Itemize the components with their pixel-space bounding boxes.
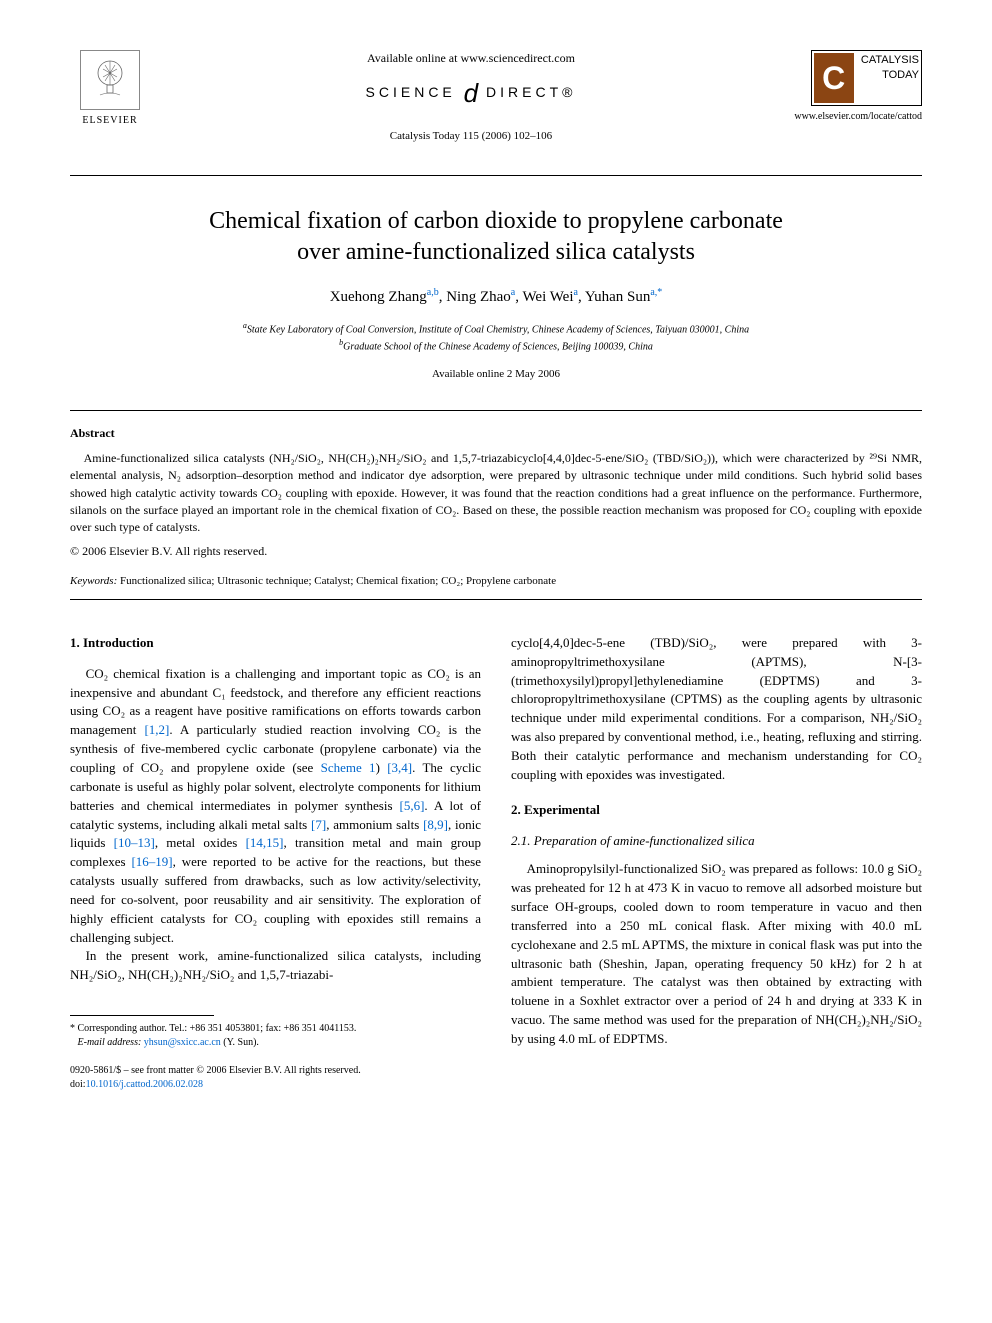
corresponding-author: * Corresponding author. Tel.: +86 351 40… [70,1022,481,1036]
front-matter-line: 0920-5861/$ – see front matter © 2006 El… [70,1064,481,1078]
authors-line: Xuehong Zhanga,b, Ning Zhaoa, Wei Weia, … [70,286,922,308]
author-3: Wei Wei [522,289,573,305]
available-online-text: Available online at www.sciencedirect.co… [170,50,772,67]
abstract-top-rule [70,410,922,411]
intro-para-2-cont: cyclo[4,4,0]dec-5-ene (TBD)/SiO₂, were p… [511,634,922,785]
section-2-1-heading: 2.1. Preparation of amine-functionalized… [511,832,922,851]
journal-reference: Catalysis Today 115 (2006) 102–106 [170,129,772,144]
keywords-text: Functionalized silica; Ultrasonic techni… [117,575,556,587]
email-line: E-mail address: yhsun@sxicc.ac.cn (Y. Su… [70,1036,481,1050]
doi-label: doi: [70,1079,86,1090]
ref-link-14-15[interactable]: [14,15] [246,835,284,850]
author-4-sup: a,* [650,287,662,298]
journal-logo: C CATALYSIS TODAY www.elsevier.com/locat… [792,50,922,124]
header-center: Available online at www.sciencedirect.co… [150,50,792,145]
intro-para-2: In the present work, amine-functionalize… [70,947,481,985]
keywords-rule [70,599,922,600]
footnote-rule [70,1015,214,1016]
ref-link-1-2[interactable]: [1,2] [144,722,169,737]
catalysis-box: C CATALYSIS TODAY [811,50,922,106]
section-2-heading: 2. Experimental [511,801,922,820]
ref-link-7[interactable]: [7] [311,817,326,832]
footnote-block: * Corresponding author. Tel.: +86 351 40… [70,1015,481,1092]
available-date: Available online 2 May 2006 [70,367,922,382]
author-3-sup: a [574,287,578,298]
elsevier-tree-icon [80,50,140,110]
ref-link-5-6[interactable]: [5,6] [399,798,424,813]
body-two-column: 1. Introduction CO₂ chemical fixation is… [70,634,922,1092]
intro-p1-c: ) [376,760,388,775]
journal-url: www.elsevier.com/locate/cattod [792,110,922,124]
abstract-body: Amine-functionalized silica catalysts (N… [70,450,922,537]
copyright-line: © 2006 Elsevier B.V. All rights reserved… [70,543,922,560]
sd-left: SCIENCE [366,84,456,100]
catalysis-line2: TODAY [882,69,919,81]
email-name: (Y. Sun). [221,1037,259,1048]
ref-link-3-4[interactable]: [3,4] [387,760,412,775]
catalysis-line1: CATALYSIS [861,54,919,66]
doi-link[interactable]: 10.1016/j.cattod.2006.02.028 [86,1079,204,1090]
section-1-heading: 1. Introduction [70,634,481,653]
catalysis-c-icon: C [814,53,854,103]
author-2: Ning Zhao [446,289,511,305]
affil-a: State Key Laboratory of Coal Conversion,… [247,324,749,335]
intro-p1-h: , metal oxides [155,835,246,850]
keywords-line: Keywords: Functionalized silica; Ultraso… [70,574,922,589]
article-title: Chemical fixation of carbon dioxide to p… [70,206,922,268]
exp-para-1: Aminopropylsilyl-functionalized SiO₂ was… [511,860,922,1048]
sd-right: DIRECT® [486,84,576,100]
email-label: E-mail address: [78,1037,142,1048]
author-2-sup: a [511,287,515,298]
elsevier-logo: ELSEVIER [70,50,150,128]
ref-link-8-9[interactable]: [8,9] [423,817,448,832]
ref-link-10-13[interactable]: [10–13] [114,835,155,850]
affiliations: aState Key Laboratory of Coal Conversion… [70,320,922,355]
page-header: ELSEVIER Available online at www.science… [70,50,922,145]
abstract-text: Amine-functionalized silica catalysts (N… [70,451,922,535]
author-1: Xuehong Zhang [330,289,427,305]
affil-b: Graduate School of the Chinese Academy o… [343,342,653,353]
scheme-1-link[interactable]: Scheme 1 [321,760,376,775]
author-4: Yuhan Sun [585,289,650,305]
sd-d-icon: d [464,78,478,108]
author-1-sup: a,b [427,287,439,298]
intro-p1-f: , ammonium salts [326,817,423,832]
doi-line: doi:10.1016/j.cattod.2006.02.028 [70,1078,481,1092]
title-line2: over amine-functionalized silica catalys… [297,239,695,265]
abstract-heading: Abstract [70,425,922,442]
doi-block: 0920-5861/$ – see front matter © 2006 El… [70,1064,481,1092]
intro-para-1: CO₂ chemical fixation is a challenging a… [70,665,481,948]
ref-link-16-19[interactable]: [16–19] [131,854,172,869]
elsevier-label: ELSEVIER [82,114,137,128]
email-link[interactable]: yhsun@sxicc.ac.cn [141,1037,220,1048]
sciencedirect-logo: SCIENCE d DIRECT® [170,75,772,111]
catalysis-text: CATALYSIS TODAY [861,53,919,84]
header-rule [70,175,922,176]
keywords-label: Keywords: [70,575,117,587]
title-line1: Chemical fixation of carbon dioxide to p… [209,208,783,234]
